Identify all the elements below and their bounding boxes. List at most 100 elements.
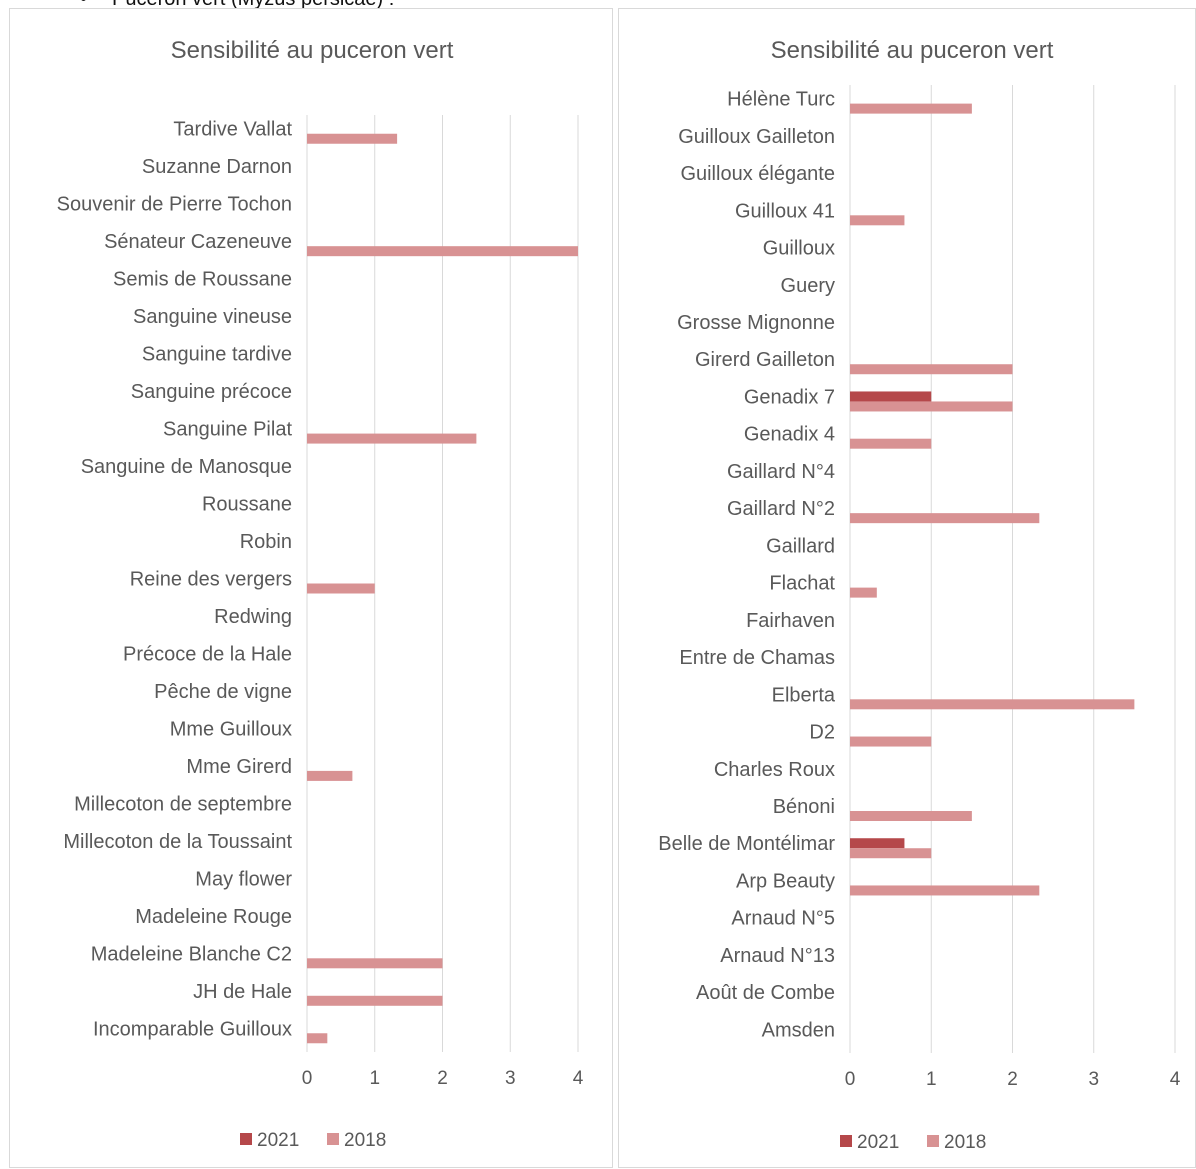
category-label: Millecoton de la Toussaint bbox=[63, 831, 292, 853]
x-tick-label: 3 bbox=[505, 1068, 516, 1089]
legend-label-2018: 2018 bbox=[344, 1130, 386, 1151]
category-label: Sanguine tardive bbox=[142, 344, 292, 366]
x-tick-label: 2 bbox=[1007, 1069, 1018, 1090]
category-label: Guilloux 41 bbox=[735, 200, 835, 222]
bar-2018 bbox=[307, 958, 443, 969]
category-label: Genadix 4 bbox=[744, 424, 835, 446]
category-label: Reine des vergers bbox=[130, 569, 292, 591]
bar-2018 bbox=[307, 583, 375, 594]
bar-2018 bbox=[850, 736, 932, 747]
bar-2018 bbox=[307, 995, 443, 1006]
category-label: Arnaud N°5 bbox=[731, 908, 835, 930]
legend-swatch-2021 bbox=[840, 1135, 852, 1147]
bar-2018 bbox=[850, 587, 877, 598]
category-label: Guery bbox=[781, 275, 835, 297]
category-label: Sanguine de Manosque bbox=[81, 456, 292, 478]
category-label: Belle de Montélimar bbox=[658, 833, 835, 855]
category-label: Guilloux élégante bbox=[680, 163, 835, 185]
legend-swatch-2018 bbox=[327, 1133, 339, 1145]
category-label: Précoce de la Hale bbox=[123, 643, 292, 665]
category-label: Pêche de vigne bbox=[154, 681, 292, 703]
bar-2018 bbox=[850, 513, 1040, 524]
category-label: Robin bbox=[240, 531, 292, 553]
category-label: Sénateur Cazeneuve bbox=[104, 231, 292, 253]
bar-2018 bbox=[307, 433, 477, 444]
legend-swatch-2018 bbox=[927, 1135, 939, 1147]
chart-right-svg: Sensibilité au puceron vert 0 1 2 3 4 Amsden Ao… bbox=[658, 37, 1181, 1153]
bar-2018 bbox=[850, 215, 905, 226]
legend-label-2021: 2021 bbox=[857, 1132, 899, 1153]
bar-2018 bbox=[850, 811, 972, 821]
x-tick-label: 2 bbox=[437, 1068, 448, 1089]
category-label: Tardive Vallat bbox=[173, 119, 292, 141]
chart-title: Sensibilité au puceron vert bbox=[171, 37, 454, 64]
x-tick-label: 0 bbox=[845, 1069, 856, 1090]
bar-2018 bbox=[850, 848, 932, 859]
category-label: Madeleine Rouge bbox=[135, 906, 292, 928]
category-label: Grosse Mignonne bbox=[677, 312, 835, 334]
category-label: Sanguine précoce bbox=[131, 381, 292, 403]
chart-panel-left: Sensibilité au puceron vert 0 1 2 3 4 Incompar… bbox=[9, 8, 613, 1168]
bar-2018 bbox=[850, 438, 932, 449]
category-label: Redwing bbox=[214, 606, 292, 628]
x-tick-label: 4 bbox=[573, 1068, 584, 1089]
category-label: Gaillard N°4 bbox=[727, 461, 835, 483]
category-label: Guilloux bbox=[763, 238, 835, 260]
category-label: Gaillard bbox=[766, 535, 835, 557]
bar-2018 bbox=[307, 246, 578, 257]
category-label: Entre de Chamas bbox=[679, 647, 835, 669]
bar-2018 bbox=[307, 133, 398, 144]
legend-swatch-2021 bbox=[240, 1133, 252, 1145]
category-label: Mme Guilloux bbox=[170, 718, 292, 740]
category-label: Suzanne Darnon bbox=[142, 156, 292, 178]
category-label: Sanguine Pilat bbox=[163, 419, 292, 441]
page-header-text: Puceron vert (Myzus persicae) : bbox=[112, 0, 394, 11]
x-tick-label: 0 bbox=[302, 1068, 313, 1089]
bar-2018 bbox=[850, 364, 1013, 375]
category-label: D2 bbox=[809, 722, 835, 744]
category-label: Semis de Roussane bbox=[113, 269, 292, 291]
category-label: Incomparable Guilloux bbox=[93, 1018, 292, 1040]
category-label: Hélène Turc bbox=[727, 89, 835, 111]
category-label: Guilloux Gailleton bbox=[678, 126, 835, 148]
category-label: Août de Combe bbox=[696, 982, 835, 1004]
bar-2021 bbox=[850, 838, 905, 849]
bar-2018 bbox=[850, 401, 1013, 412]
x-tick-label: 1 bbox=[926, 1069, 937, 1090]
category-label: Fairhaven bbox=[746, 610, 835, 632]
category-label: Souvenir de Pierre Tochon bbox=[57, 194, 292, 216]
chart-title: Sensibilité au puceron vert bbox=[771, 37, 1054, 64]
category-label: Mme Girerd bbox=[186, 756, 292, 778]
category-label: Arnaud N°13 bbox=[720, 945, 835, 967]
page-header: • Puceron vert (Myzus persicae) : bbox=[0, 0, 1196, 18]
category-label: JH de Hale bbox=[193, 981, 292, 1003]
category-label: May flower bbox=[195, 868, 292, 890]
category-label: Elberta bbox=[772, 684, 836, 706]
bar-2018 bbox=[850, 885, 1040, 896]
bar-2018 bbox=[850, 699, 1135, 710]
x-tick-label: 1 bbox=[369, 1068, 380, 1089]
category-label: Gaillard N°2 bbox=[727, 498, 835, 520]
category-label: Roussane bbox=[202, 494, 292, 516]
x-tick-label: 3 bbox=[1088, 1069, 1099, 1090]
category-label: Millecoton de septembre bbox=[74, 793, 292, 815]
bar-2018 bbox=[307, 770, 353, 781]
category-label: Charles Roux bbox=[714, 759, 835, 781]
category-label: Genadix 7 bbox=[744, 386, 835, 408]
category-label: Sanguine vineuse bbox=[133, 306, 292, 328]
bar-2018 bbox=[307, 1033, 328, 1044]
category-label: Flachat bbox=[769, 573, 835, 595]
bar-2021 bbox=[850, 391, 932, 402]
category-label: Arp Beauty bbox=[736, 870, 835, 892]
legend-label-2018: 2018 bbox=[944, 1132, 986, 1153]
category-label: Girerd Gailleton bbox=[695, 349, 835, 371]
legend-label-2021: 2021 bbox=[257, 1130, 299, 1151]
chart-panel-right: Sensibilité au puceron vert 0 1 2 3 4 Amsden Ao… bbox=[618, 8, 1196, 1168]
bullet-glyph: • bbox=[80, 0, 87, 11]
category-label: Madeleine Blanche C2 bbox=[91, 943, 292, 965]
bar-2018 bbox=[850, 103, 972, 114]
category-label: Amsden bbox=[762, 1019, 835, 1041]
x-tick-label: 4 bbox=[1170, 1069, 1181, 1090]
chart-left-svg: Sensibilité au puceron vert 0 1 2 3 4 Incompar… bbox=[57, 37, 584, 1151]
category-label: Bénoni bbox=[773, 796, 835, 818]
